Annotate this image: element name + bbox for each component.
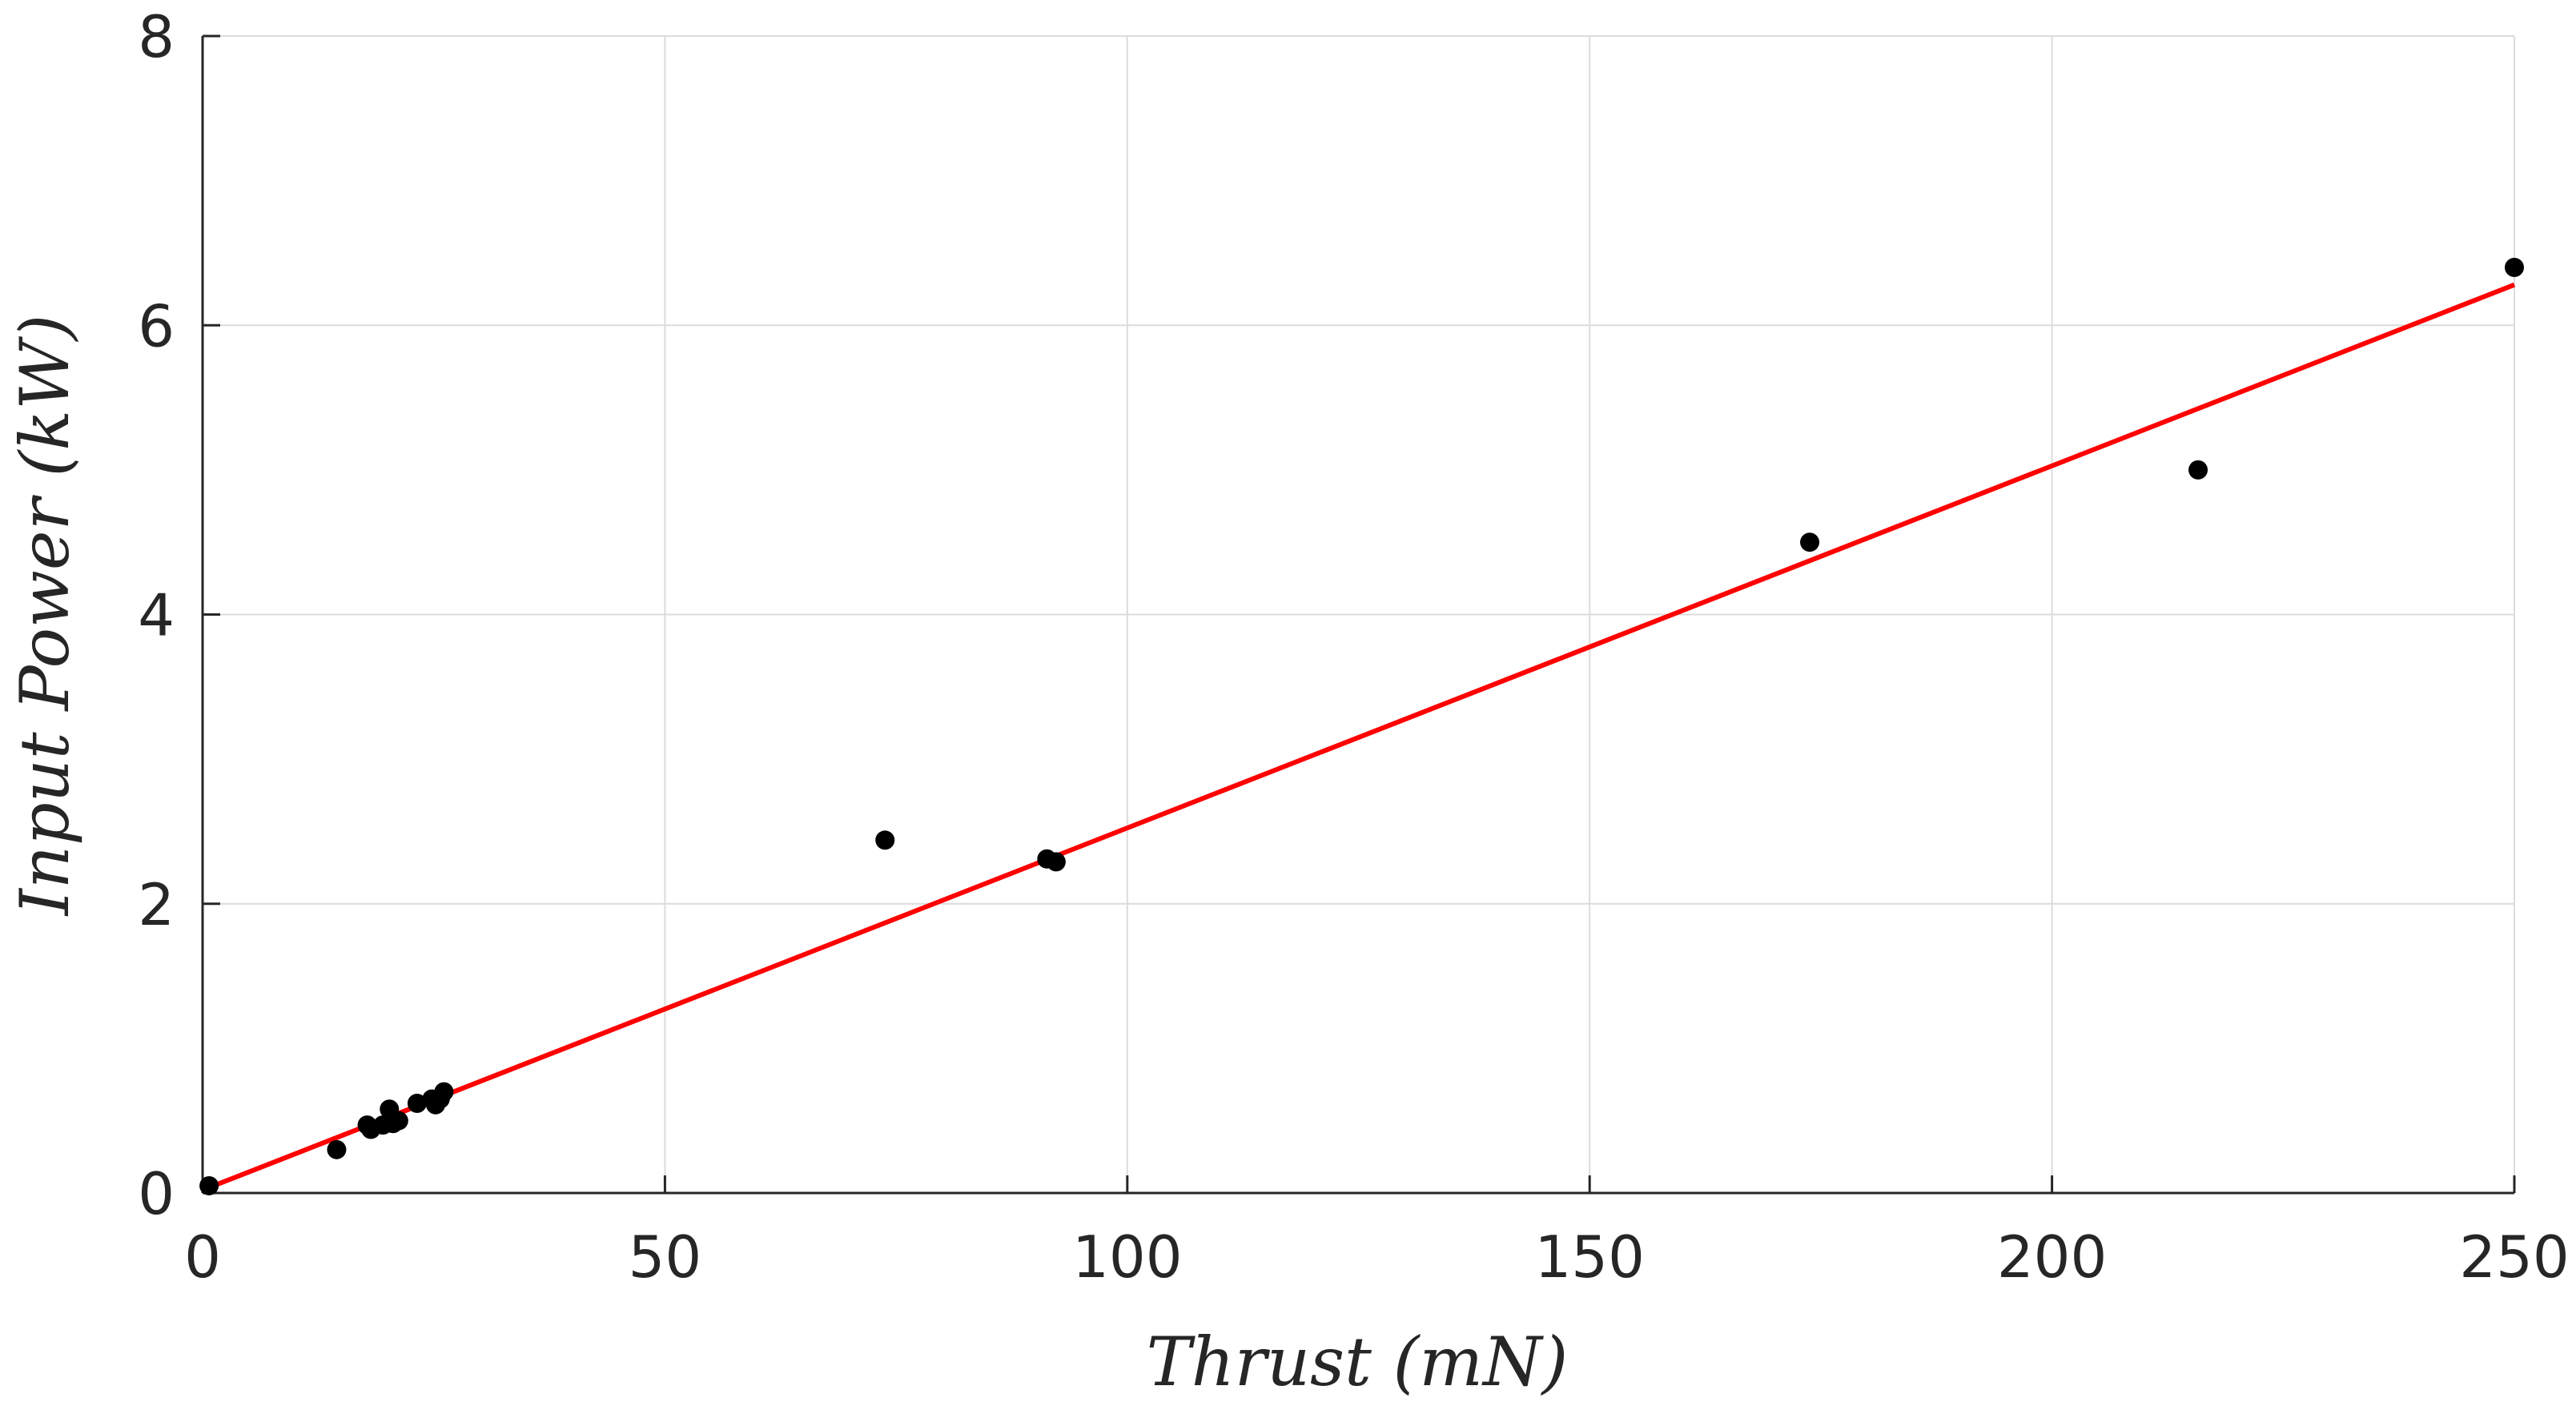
y-tick-labels: 0 2 4 6 8 xyxy=(138,3,175,1227)
data-point xyxy=(388,1111,408,1131)
data-point xyxy=(434,1082,454,1102)
y-tick-label: 0 xyxy=(138,1160,175,1227)
x-tick-label: 100 xyxy=(1072,1223,1182,1291)
scatter-points-series xyxy=(199,258,2524,1195)
data-point xyxy=(407,1094,427,1114)
x-tick-label: 0 xyxy=(184,1223,221,1291)
y-tick-label: 8 xyxy=(138,3,175,70)
grid-lines xyxy=(203,35,2515,1193)
fit-line-series xyxy=(201,282,2516,1193)
data-point xyxy=(1046,852,1066,872)
y-tick-label: 4 xyxy=(138,582,175,649)
axes xyxy=(201,34,2516,1195)
y-tick-label: 2 xyxy=(138,871,175,938)
data-point xyxy=(327,1139,347,1159)
y-axis-label: Input Power (kW) xyxy=(6,315,84,918)
y-tick-label: 6 xyxy=(138,292,175,360)
x-tick-labels: 0 50 100 150 200 250 xyxy=(184,1223,2570,1291)
data-point xyxy=(875,830,895,850)
x-axis-label: Thrust (mN) xyxy=(1147,1323,1569,1401)
data-point xyxy=(1800,532,1820,552)
data-point xyxy=(2188,460,2208,480)
fit-line xyxy=(201,282,2516,1193)
x-tick-label: 250 xyxy=(2459,1223,2569,1291)
x-tick-label: 50 xyxy=(629,1223,702,1291)
x-tick-label: 200 xyxy=(1997,1223,2107,1291)
data-point xyxy=(199,1175,219,1195)
data-point xyxy=(2505,258,2524,277)
x-tick-label: 150 xyxy=(1534,1223,1644,1291)
